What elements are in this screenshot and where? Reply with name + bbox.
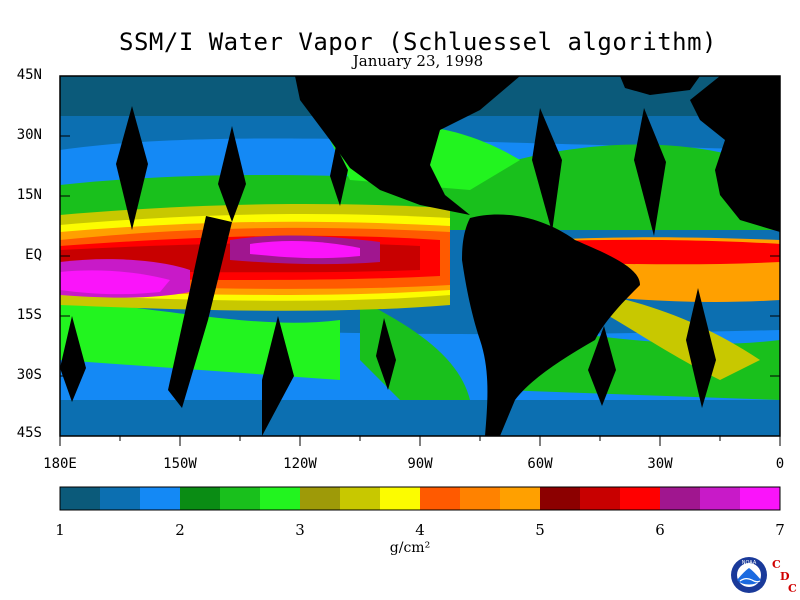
axis-ticks — [59, 75, 781, 446]
colorbar — [60, 487, 781, 510]
lon-label-30w: 30W — [647, 456, 673, 472]
colorbar-frame — [59, 486, 781, 511]
colorbar-swatch — [260, 487, 301, 510]
colorbar-swatch — [220, 487, 261, 510]
lon-label-150w: 150W — [163, 456, 197, 472]
colorbar-swatch — [420, 487, 461, 510]
colorbar-swatch — [500, 487, 541, 510]
lon-label-180e: 180E — [43, 456, 77, 472]
colorbar-tick-3: 3 — [295, 521, 305, 539]
colorbar-tick-4: 4 — [415, 521, 425, 539]
lon-label-120w: 120W — [283, 456, 317, 472]
lat-label-45n: 45N — [16, 67, 42, 83]
lat-label-15n: 15N — [16, 187, 42, 203]
lat-label-eq: EQ — [25, 247, 42, 263]
lon-label-60w: 60W — [527, 456, 553, 472]
lon-label-0: 0 — [775, 456, 785, 472]
cdc-letter-c1: C — [772, 558, 781, 571]
lon-label-90w: 90W — [407, 456, 433, 472]
colorbar-swatch — [300, 487, 341, 510]
colorbar-tick-6: 6 — [655, 521, 665, 539]
colorbar-swatch — [700, 487, 741, 510]
cdc-letter-d: D — [780, 570, 790, 583]
colorbar-swatch — [540, 487, 581, 510]
lat-label-15s: 15S — [16, 307, 42, 323]
colorbar-swatch — [460, 487, 501, 510]
colorbar-tick-2: 2 — [175, 521, 185, 539]
lat-label-30n: 30N — [16, 127, 42, 143]
colorbar-swatch — [580, 487, 621, 510]
colorbar-swatch — [660, 487, 701, 510]
colorbar-swatch — [340, 487, 381, 510]
colorbar-units: g/cm² — [389, 540, 431, 556]
colorbar-swatch — [620, 487, 661, 510]
colorbar-swatch — [100, 487, 141, 510]
cdc-letter-c2: C — [788, 582, 797, 595]
cdc-logo: C D C — [768, 556, 800, 596]
colorbar-swatch — [60, 487, 101, 510]
map-title: SSM/I Water Vapor (Schluessel algorithm) — [119, 28, 717, 56]
lat-label-30s: 30S — [16, 367, 42, 383]
colorbar-tick-7: 7 — [775, 521, 785, 539]
map-date: January 23, 1998 — [352, 52, 484, 70]
colorbar-swatch — [140, 487, 181, 510]
noaa-logo-text: NOAA — [742, 560, 757, 566]
lat-label-45s: 45S — [16, 425, 42, 441]
water-vapor-field — [60, 76, 780, 436]
colorbar-swatch — [180, 487, 221, 510]
colorbar-swatch — [380, 487, 421, 510]
colorbar-tick-1: 1 — [55, 521, 65, 539]
colorbar-swatch — [740, 487, 781, 510]
colorbar-tick-5: 5 — [535, 521, 545, 539]
noaa-logo-icon: NOAA — [731, 557, 767, 593]
